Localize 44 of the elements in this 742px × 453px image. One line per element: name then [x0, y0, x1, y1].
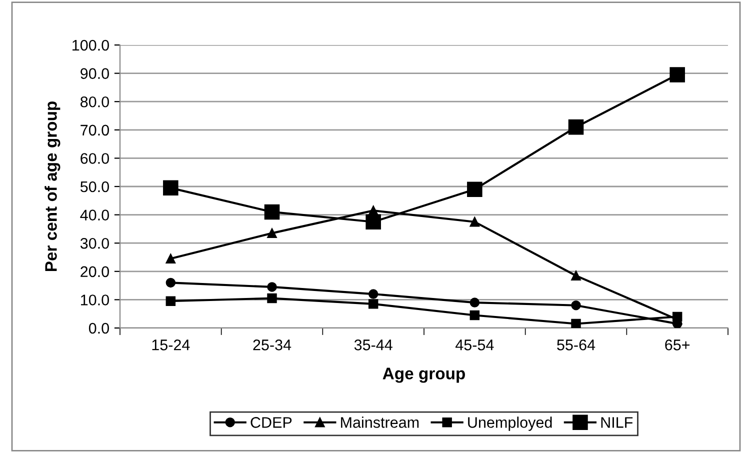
point [166, 278, 176, 288]
x-tick-label: 25-34 [253, 340, 292, 350]
y-tick-label: 10.0 [81, 294, 109, 306]
x-tick-label: 65+ [665, 340, 690, 350]
y-axis-title: Per cent of age group [44, 102, 60, 272]
point [264, 204, 280, 220]
point [470, 298, 480, 308]
point [267, 293, 277, 304]
point [571, 300, 581, 310]
point [368, 299, 378, 309]
y-tick-label: 0.0 [88, 322, 109, 334]
point [467, 182, 482, 197]
point [568, 119, 584, 135]
point [571, 318, 581, 328]
point [470, 217, 480, 227]
y-tick-label: 30.0 [80, 238, 109, 249]
x-tick-label: 45-54 [455, 340, 494, 350]
y-tick-label: 90.0 [80, 68, 109, 79]
y-tick-label: 20.0 [80, 266, 109, 278]
legend-label: Unemployed [468, 416, 552, 431]
x-tick-label: 35-44 [354, 340, 392, 350]
y-tick-label: 100.0 [72, 40, 109, 51]
x-tick-label: 15-24 [152, 340, 190, 350]
point [470, 310, 480, 320]
point [267, 228, 277, 238]
point [670, 67, 685, 82]
legend-label: Mainstream [341, 416, 419, 428]
legend-label: NILF [601, 417, 633, 428]
y-tick-label: 50.0 [80, 181, 109, 192]
x-axis-title: Age group [382, 368, 465, 383]
point [166, 296, 176, 306]
y-tick-label: 80.0 [80, 96, 109, 108]
point [571, 270, 581, 281]
y-tick-label: 40.0 [80, 210, 109, 220]
legend-label: CDEP [250, 417, 292, 428]
point [368, 206, 378, 216]
x-tick-label: 55-64 [557, 340, 596, 350]
point [166, 254, 176, 264]
point [366, 214, 381, 230]
point [163, 180, 178, 196]
point [368, 289, 378, 299]
y-tick-label: 70.0 [80, 124, 109, 136]
y-tick-label: 60.0 [80, 153, 109, 164]
point [267, 282, 277, 292]
